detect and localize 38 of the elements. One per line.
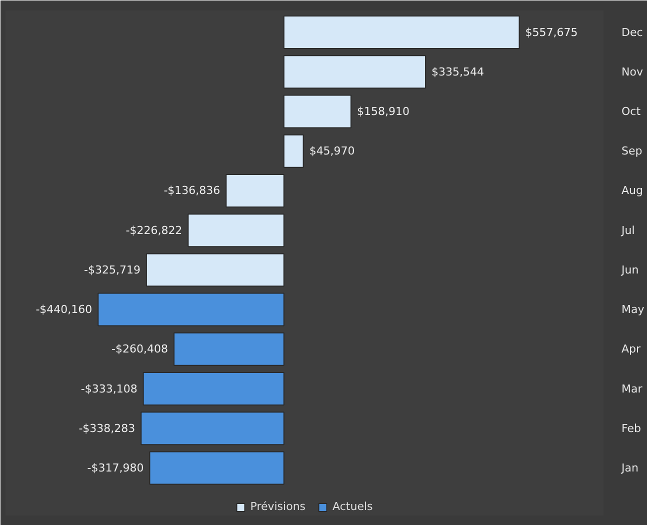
y-tick-label: Feb: [622, 422, 641, 435]
bar: [283, 94, 352, 128]
data-label: -$440,160: [36, 303, 92, 316]
data-label: $158,910: [356, 105, 410, 118]
bar: [149, 451, 284, 485]
data-label: $45,970: [309, 144, 355, 158]
data-label: -$325,719: [84, 263, 140, 276]
y-tick-label: Oct: [622, 105, 642, 118]
y-tick-label: May: [622, 303, 645, 316]
y-tick-label: Jul: [620, 224, 635, 237]
data-label: -$136,836: [164, 184, 220, 198]
y-tick-label: Nov: [622, 65, 644, 78]
data-label: -$226,822: [126, 224, 182, 237]
y-tick-label: Sep: [622, 144, 642, 158]
bar: [146, 253, 284, 287]
bar: [142, 372, 284, 406]
bar: [98, 292, 284, 326]
data-label: $557,675: [525, 26, 578, 39]
y-tick-label: Apr: [622, 342, 642, 356]
data-label: -$338,283: [78, 422, 136, 435]
y-tick-label: Dec: [622, 26, 643, 39]
bar: [140, 412, 284, 446]
y-tick-label: Jan: [620, 461, 638, 474]
bar: [283, 55, 426, 89]
data-label: -$317,980: [87, 461, 144, 474]
bar: [188, 214, 284, 248]
bar: [283, 16, 520, 50]
bar: [174, 332, 284, 366]
y-tick-label: Mar: [622, 382, 643, 396]
y-tick-label: Jun: [620, 263, 639, 276]
data-label: -$333,108: [80, 382, 138, 396]
bar: [283, 134, 304, 168]
legend-label: Prévisions: [250, 500, 306, 513]
y-tick-label: Aug: [622, 184, 643, 198]
bar: [226, 174, 284, 208]
data-label: $335,544: [432, 65, 484, 78]
legend-label: Actuels: [332, 500, 373, 513]
data-label: -$260,408: [112, 342, 168, 356]
